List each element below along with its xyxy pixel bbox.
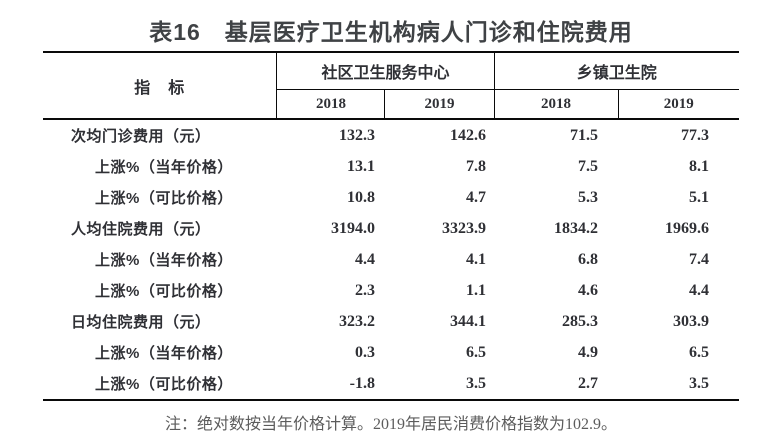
row-label: 上涨%（当年价格） (94, 345, 233, 362)
value-cell: 4.4 (689, 281, 710, 299)
value-cell: 7.5 (578, 157, 598, 175)
indicator-column-header: 指 标 (42, 52, 278, 120)
year-header-township-2019: 2019 (618, 89, 740, 120)
group-header-township-hospital: 乡镇卫生院 (494, 52, 740, 90)
value-cell: 6.5 (689, 343, 710, 361)
group-header-community-center: 社区卫生服务中心 (276, 52, 495, 90)
value-cell: 5.3 (578, 188, 598, 206)
table-row: 日均住院费用（元） 323.2 344.1 285.3 303.9 (43, 306, 739, 337)
table-row: 上涨%（可比价格） 2.3 1.1 4.6 4.4 (43, 275, 739, 306)
statistics-table: 指 标 社区卫生服务中心 乡镇卫生院 2018 2019 2018 2019 次… (42, 51, 740, 401)
value-cell: 7.4 (689, 250, 710, 268)
value-cell: 77.3 (681, 126, 710, 144)
table-row: 上涨%（可比价格） -1.8 3.5 2.7 3.5 (43, 368, 739, 400)
table-row: 次均门诊费用（元） 132.3 142.6 71.5 77.3 (43, 119, 739, 151)
table-row: 人均住院费用（元） 3194.0 3323.9 1834.2 1969.6 (43, 213, 739, 244)
value-cell: 323.2 (338, 312, 375, 330)
table-header: 指 标 社区卫生服务中心 乡镇卫生院 2018 2019 2018 2019 (42, 52, 740, 120)
value-cell: 10.8 (346, 188, 375, 206)
row-label: 次均门诊费用（元） (70, 128, 211, 145)
value-cell: 4.1 (466, 250, 486, 268)
table-row: 上涨%（当年价格） 13.1 7.8 7.5 8.1 (43, 151, 739, 182)
value-cell: 6.8 (578, 250, 598, 268)
value-cell: 1969.6 (665, 219, 710, 237)
row-label: 上涨%（可比价格） (94, 190, 233, 207)
row-label: 人均住院费用（元） (70, 221, 211, 238)
table-row: 上涨%（当年价格） 4.4 4.1 6.8 7.4 (43, 244, 739, 275)
value-cell: 4.7 (466, 188, 486, 206)
value-cell: 285.3 (562, 312, 598, 330)
value-cell: 1834.2 (554, 219, 598, 237)
value-cell: 71.5 (570, 126, 598, 144)
row-label: 日均住院费用（元） (70, 314, 211, 331)
value-cell: 344.1 (450, 312, 486, 330)
year-header-township-2018: 2018 (494, 89, 619, 120)
table-body: 次均门诊费用（元） 132.3 142.6 71.5 77.3 上涨%（当年价格… (43, 119, 739, 400)
value-cell: 132.3 (338, 126, 375, 144)
value-cell: 3.5 (466, 374, 486, 392)
value-cell: -1.8 (349, 374, 375, 392)
year-header-community-2018: 2018 (276, 89, 386, 120)
value-cell: 3.5 (689, 374, 710, 392)
table-title: 表16 基层医疗卫生机构病人门诊和住院费用 (149, 19, 633, 45)
value-cell: 4.6 (578, 281, 598, 299)
value-cell: 8.1 (689, 157, 710, 175)
table-row: 上涨%（可比价格） 10.8 4.7 5.3 5.1 (43, 182, 739, 213)
value-cell: 2.7 (578, 374, 598, 392)
row-label: 上涨%（当年价格） (94, 252, 233, 269)
value-cell: 142.6 (450, 126, 486, 144)
value-cell: 1.1 (466, 281, 486, 299)
year-header-row: 2018 2019 2018 2019 (43, 89, 740, 120)
value-cell: 3323.9 (442, 219, 486, 237)
value-cell: 7.8 (466, 157, 486, 175)
row-label: 上涨%（可比价格） (94, 376, 233, 393)
group-header-row: 指 标 社区卫生服务中心 乡镇卫生院 (42, 52, 740, 120)
value-cell: 6.5 (466, 343, 486, 361)
value-cell: 4.4 (354, 250, 375, 268)
value-cell: 4.9 (578, 343, 598, 361)
table-footnote: 注：绝对数按当年价格计算。2019年居民消费价格指数为102.9。 (164, 416, 617, 433)
row-label: 上涨%（当年价格） (94, 159, 233, 176)
value-cell: 303.9 (673, 312, 710, 330)
row-label: 上涨%（可比价格） (94, 283, 233, 300)
value-cell: 2.3 (354, 281, 375, 299)
value-cell: 5.1 (689, 188, 710, 206)
value-cell: 3194.0 (330, 219, 375, 237)
table-row: 上涨%（当年价格） 0.3 6.5 4.9 6.5 (43, 337, 739, 368)
year-header-community-2019: 2019 (384, 89, 495, 120)
value-cell: 13.1 (346, 157, 375, 175)
value-cell: 0.3 (354, 343, 375, 361)
